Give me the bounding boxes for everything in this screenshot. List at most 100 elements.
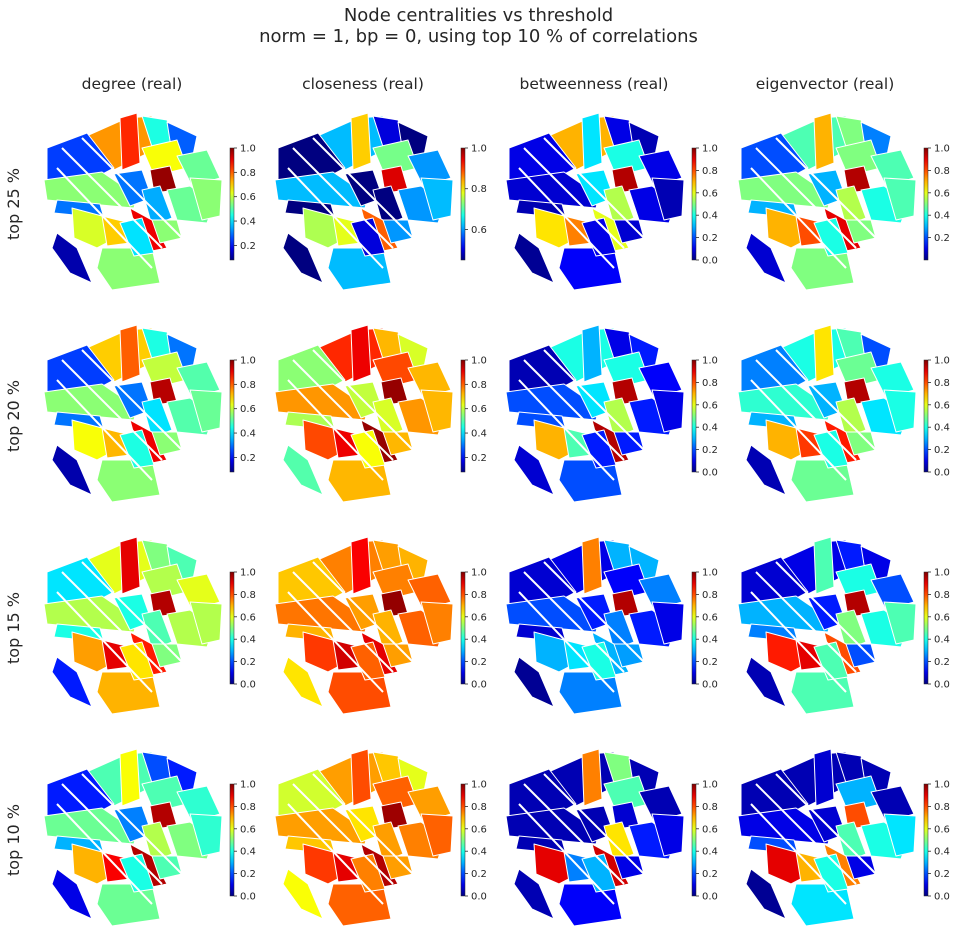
parcel <box>603 185 635 227</box>
parcel <box>189 177 223 221</box>
colorbar-r2-c4 <box>923 359 929 473</box>
figure-title-line1: Node centralities vs threshold <box>343 5 614 26</box>
figure-title: Node centralities vs threshold norm = 1,… <box>0 5 957 47</box>
parcel-boundary <box>287 379 384 481</box>
parcel <box>581 748 603 807</box>
parcel-boundary <box>523 783 625 885</box>
colorbar-tick-label: 1.0 <box>934 780 950 791</box>
parcel <box>372 185 404 227</box>
parcel <box>745 444 787 496</box>
colorbar-tick-label: 0.6 <box>471 824 487 835</box>
parcel <box>835 185 867 227</box>
colorbar-tick-label: 0.2 <box>240 453 256 464</box>
parcel <box>745 232 787 284</box>
brain-map-r1-c3 <box>505 112 685 291</box>
parcel <box>141 821 173 863</box>
colorbar-tick-label: 0.2 <box>471 869 487 880</box>
parcel <box>350 748 372 807</box>
parcel-boundary <box>750 803 847 905</box>
parcel <box>420 177 454 221</box>
brain-map-r1-c1 <box>43 112 223 291</box>
brain-map-r2-c1 <box>43 324 223 503</box>
brain-map-r3-c1 <box>43 536 223 715</box>
colorbar-tick-label: 0.2 <box>702 869 718 880</box>
parcel-boundary <box>523 147 625 249</box>
colorbar-r1-c2 <box>460 147 466 261</box>
parcel-boundary <box>56 591 153 693</box>
parcel <box>835 821 867 863</box>
parcel <box>51 868 93 920</box>
colorbar-tick-label: 0.6 <box>471 404 487 415</box>
parcel <box>327 671 392 715</box>
parcel <box>790 459 855 503</box>
colorbar-tick-label: 1.0 <box>702 144 718 155</box>
colorbar-tick-label: 1.0 <box>240 568 256 579</box>
colorbar-tick-label: 0.2 <box>240 657 256 668</box>
parcel-boundary <box>750 591 847 693</box>
parcel <box>176 573 221 611</box>
column-title-degree: degree (real) <box>81 75 183 93</box>
parcel <box>835 609 867 651</box>
parcel <box>883 389 917 433</box>
parcel-boundary <box>518 803 615 905</box>
colorbar-tick-label: 0.2 <box>934 869 950 880</box>
parcel-boundary <box>312 561 414 663</box>
parcel <box>51 444 93 496</box>
parcel-boundary <box>543 773 645 875</box>
colorbar-tick-label: 0.6 <box>702 824 718 835</box>
parcel <box>651 813 685 857</box>
colorbar-tick-label: 0.8 <box>702 378 718 389</box>
parcel <box>581 536 603 595</box>
parcel-boundary <box>518 167 615 269</box>
parcel-boundary <box>56 379 153 481</box>
parcel-boundary <box>81 137 183 239</box>
colorbar-tick-label: 0.2 <box>702 233 718 244</box>
colorbar-tick-label: 0.0 <box>934 680 950 691</box>
colorbar-tick-label: 0.4 <box>934 423 950 434</box>
colorbar-tick-label: 0.0 <box>934 892 950 903</box>
parcel <box>813 324 835 383</box>
parcel-boundary <box>755 359 857 461</box>
parcel <box>651 389 685 433</box>
brain-map-r4-c4 <box>737 748 917 927</box>
colorbar-tick-label: 0.0 <box>240 680 256 691</box>
colorbar-r1-c3 <box>691 147 697 261</box>
parcel <box>141 609 173 651</box>
colorbar-tick-label: 0.4 <box>934 211 950 222</box>
colorbar-r4-c3 <box>691 783 697 897</box>
parcel-boundary <box>312 137 414 239</box>
parcel <box>119 324 141 383</box>
brain-map-r2-c3 <box>505 324 685 503</box>
colorbar-r1-c1 <box>229 147 235 261</box>
colorbar-tick-label: 0.0 <box>702 468 718 479</box>
parcel-boundary <box>292 147 394 249</box>
colorbar-r4-c2 <box>460 783 466 897</box>
colorbar-tick-label: 1.0 <box>934 356 950 367</box>
parcel <box>638 361 683 399</box>
parcel <box>51 232 93 284</box>
colorbar-tick-label: 0.2 <box>702 657 718 668</box>
parcel-boundary <box>775 773 877 875</box>
brain-map-r1-c4 <box>737 112 917 291</box>
figure-title-line2: norm = 1, bp = 0, using top 10 % of corr… <box>259 26 698 47</box>
parcel-boundary <box>292 783 394 885</box>
parcel-boundary <box>518 591 615 693</box>
colorbar-tick-label: 1.0 <box>934 144 950 155</box>
colorbar-tick-label: 0.2 <box>240 241 256 252</box>
colorbar-r3-c1 <box>229 571 235 685</box>
parcel <box>790 671 855 715</box>
colorbar-tick-label: 0.4 <box>702 211 718 222</box>
parcel-boundary <box>775 137 877 239</box>
colorbar-tick-label: 0.2 <box>934 657 950 668</box>
colorbar-tick-label: 0.8 <box>240 168 256 179</box>
parcel <box>558 671 623 715</box>
parcel-boundary <box>523 359 625 461</box>
colorbar-tick-label: 0.0 <box>702 256 718 267</box>
colorbar-tick-label: 0.0 <box>471 892 487 903</box>
brain-map-r3-c2 <box>274 536 454 715</box>
colorbar-tick-label: 0.2 <box>934 445 950 456</box>
parcel <box>513 868 555 920</box>
parcel <box>350 536 372 595</box>
parcel <box>189 813 223 857</box>
parcel <box>745 868 787 920</box>
